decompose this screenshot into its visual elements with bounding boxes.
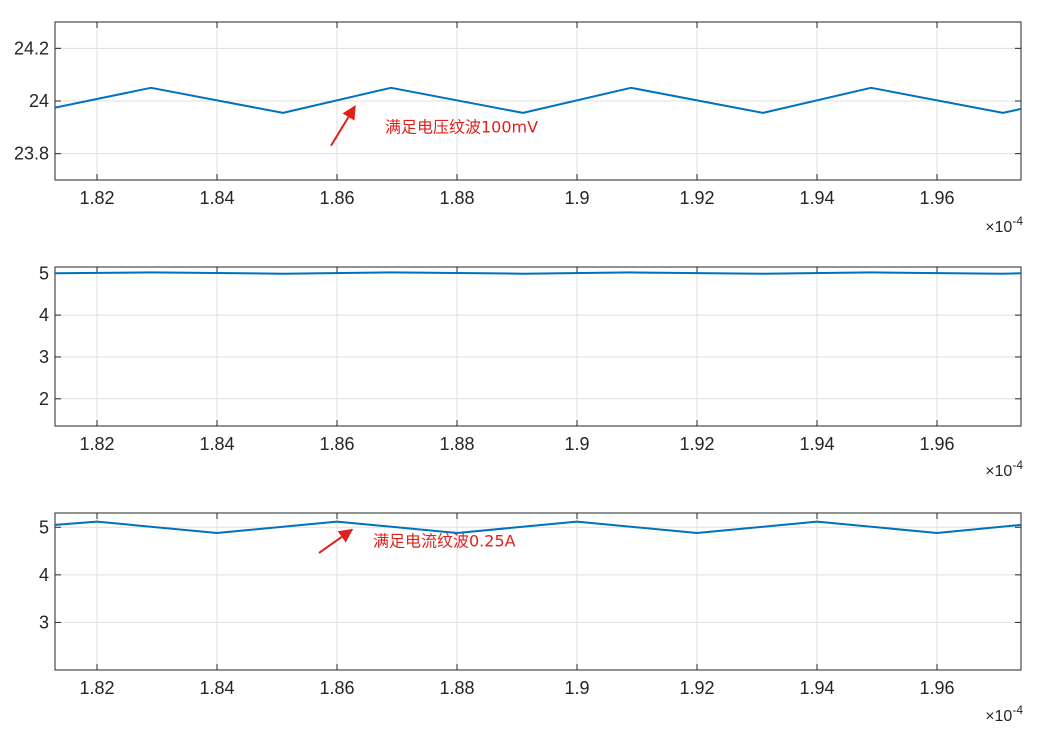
y-tick-label: 4 xyxy=(39,305,49,325)
plot-area xyxy=(55,513,1021,670)
annotation-arrow xyxy=(330,105,356,147)
x-exponent-label: ×10-4 xyxy=(985,214,1023,236)
subplot-3: 1.82 1.84 1.86 1.88 1.9 1.92 1.94 1.96 3 4 5 ×10-4 满… xyxy=(39,512,1023,725)
x-tick-label: 1.9 xyxy=(564,434,589,454)
x-tick-label: 1.88 xyxy=(439,678,474,698)
x-tick-label: 1.9 xyxy=(564,188,589,208)
x-tick-label: 1.94 xyxy=(799,434,834,454)
x-tick-label: 1.82 xyxy=(79,434,114,454)
x-tick-label: 1.96 xyxy=(919,678,954,698)
subplot-1: 1.82 1.84 1.86 1.88 1.9 1.92 1.94 1.96 23.8 24 24.… xyxy=(14,21,1023,236)
x-tick-label: 1.94 xyxy=(799,188,834,208)
x-tick-label: 1.84 xyxy=(199,188,234,208)
x-tick-label: 1.84 xyxy=(199,678,234,698)
annotation-label: 满足电压纹波100mV xyxy=(385,118,538,137)
x-tick-label: 1.88 xyxy=(439,188,474,208)
plot-area xyxy=(55,267,1021,426)
x-tick-label: 1.92 xyxy=(679,678,714,698)
x-tick-label: 1.92 xyxy=(679,434,714,454)
axes-box xyxy=(54,266,1022,427)
x-exponent-power: -4 xyxy=(1012,214,1023,228)
series-line xyxy=(55,271,1021,275)
x-tick-label: 1.86 xyxy=(319,434,354,454)
y-tick-label: 24 xyxy=(29,91,49,111)
x-exponent-label: ×10-4 xyxy=(985,703,1023,725)
annotation-label: 满足电流纹波0.25A xyxy=(373,531,516,550)
x-tick-label: 1.88 xyxy=(439,434,474,454)
annotation-arrow xyxy=(318,528,354,554)
y-tick-label: 3 xyxy=(39,347,49,367)
x-exponent-power: -4 xyxy=(1012,458,1023,472)
x-tick-label: 1.84 xyxy=(199,434,234,454)
x-tick-label: 1.94 xyxy=(799,678,834,698)
axes-box xyxy=(54,512,1022,671)
series-line xyxy=(55,86,1021,114)
y-tick-label: 23.8 xyxy=(14,144,49,164)
x-tick-label: 1.82 xyxy=(79,188,114,208)
x-tick-label: 1.9 xyxy=(564,678,589,698)
y-tick-label: 2 xyxy=(39,389,49,409)
x-tick-label: 1.86 xyxy=(319,678,354,698)
y-tick-label: 24.2 xyxy=(14,38,49,58)
y-tick-label: 4 xyxy=(39,565,49,585)
y-tick-label: 3 xyxy=(39,612,49,632)
series-line xyxy=(55,520,1021,534)
x-tick-label: 1.96 xyxy=(919,434,954,454)
x-tick-label: 1.96 xyxy=(919,188,954,208)
x-tick-label: 1.86 xyxy=(319,188,354,208)
x-exponent-power: -4 xyxy=(1012,703,1023,717)
subplot-2: 1.82 1.84 1.86 1.88 1.9 1.92 1.94 1.96 2 3 4 5 ×10-4 xyxy=(39,263,1023,480)
x-exponent-label: ×10-4 xyxy=(985,458,1023,480)
x-tick-label: 1.82 xyxy=(79,678,114,698)
y-tick-label: 5 xyxy=(39,263,49,283)
y-tick-label: 5 xyxy=(39,517,49,537)
x-tick-label: 1.92 xyxy=(679,188,714,208)
